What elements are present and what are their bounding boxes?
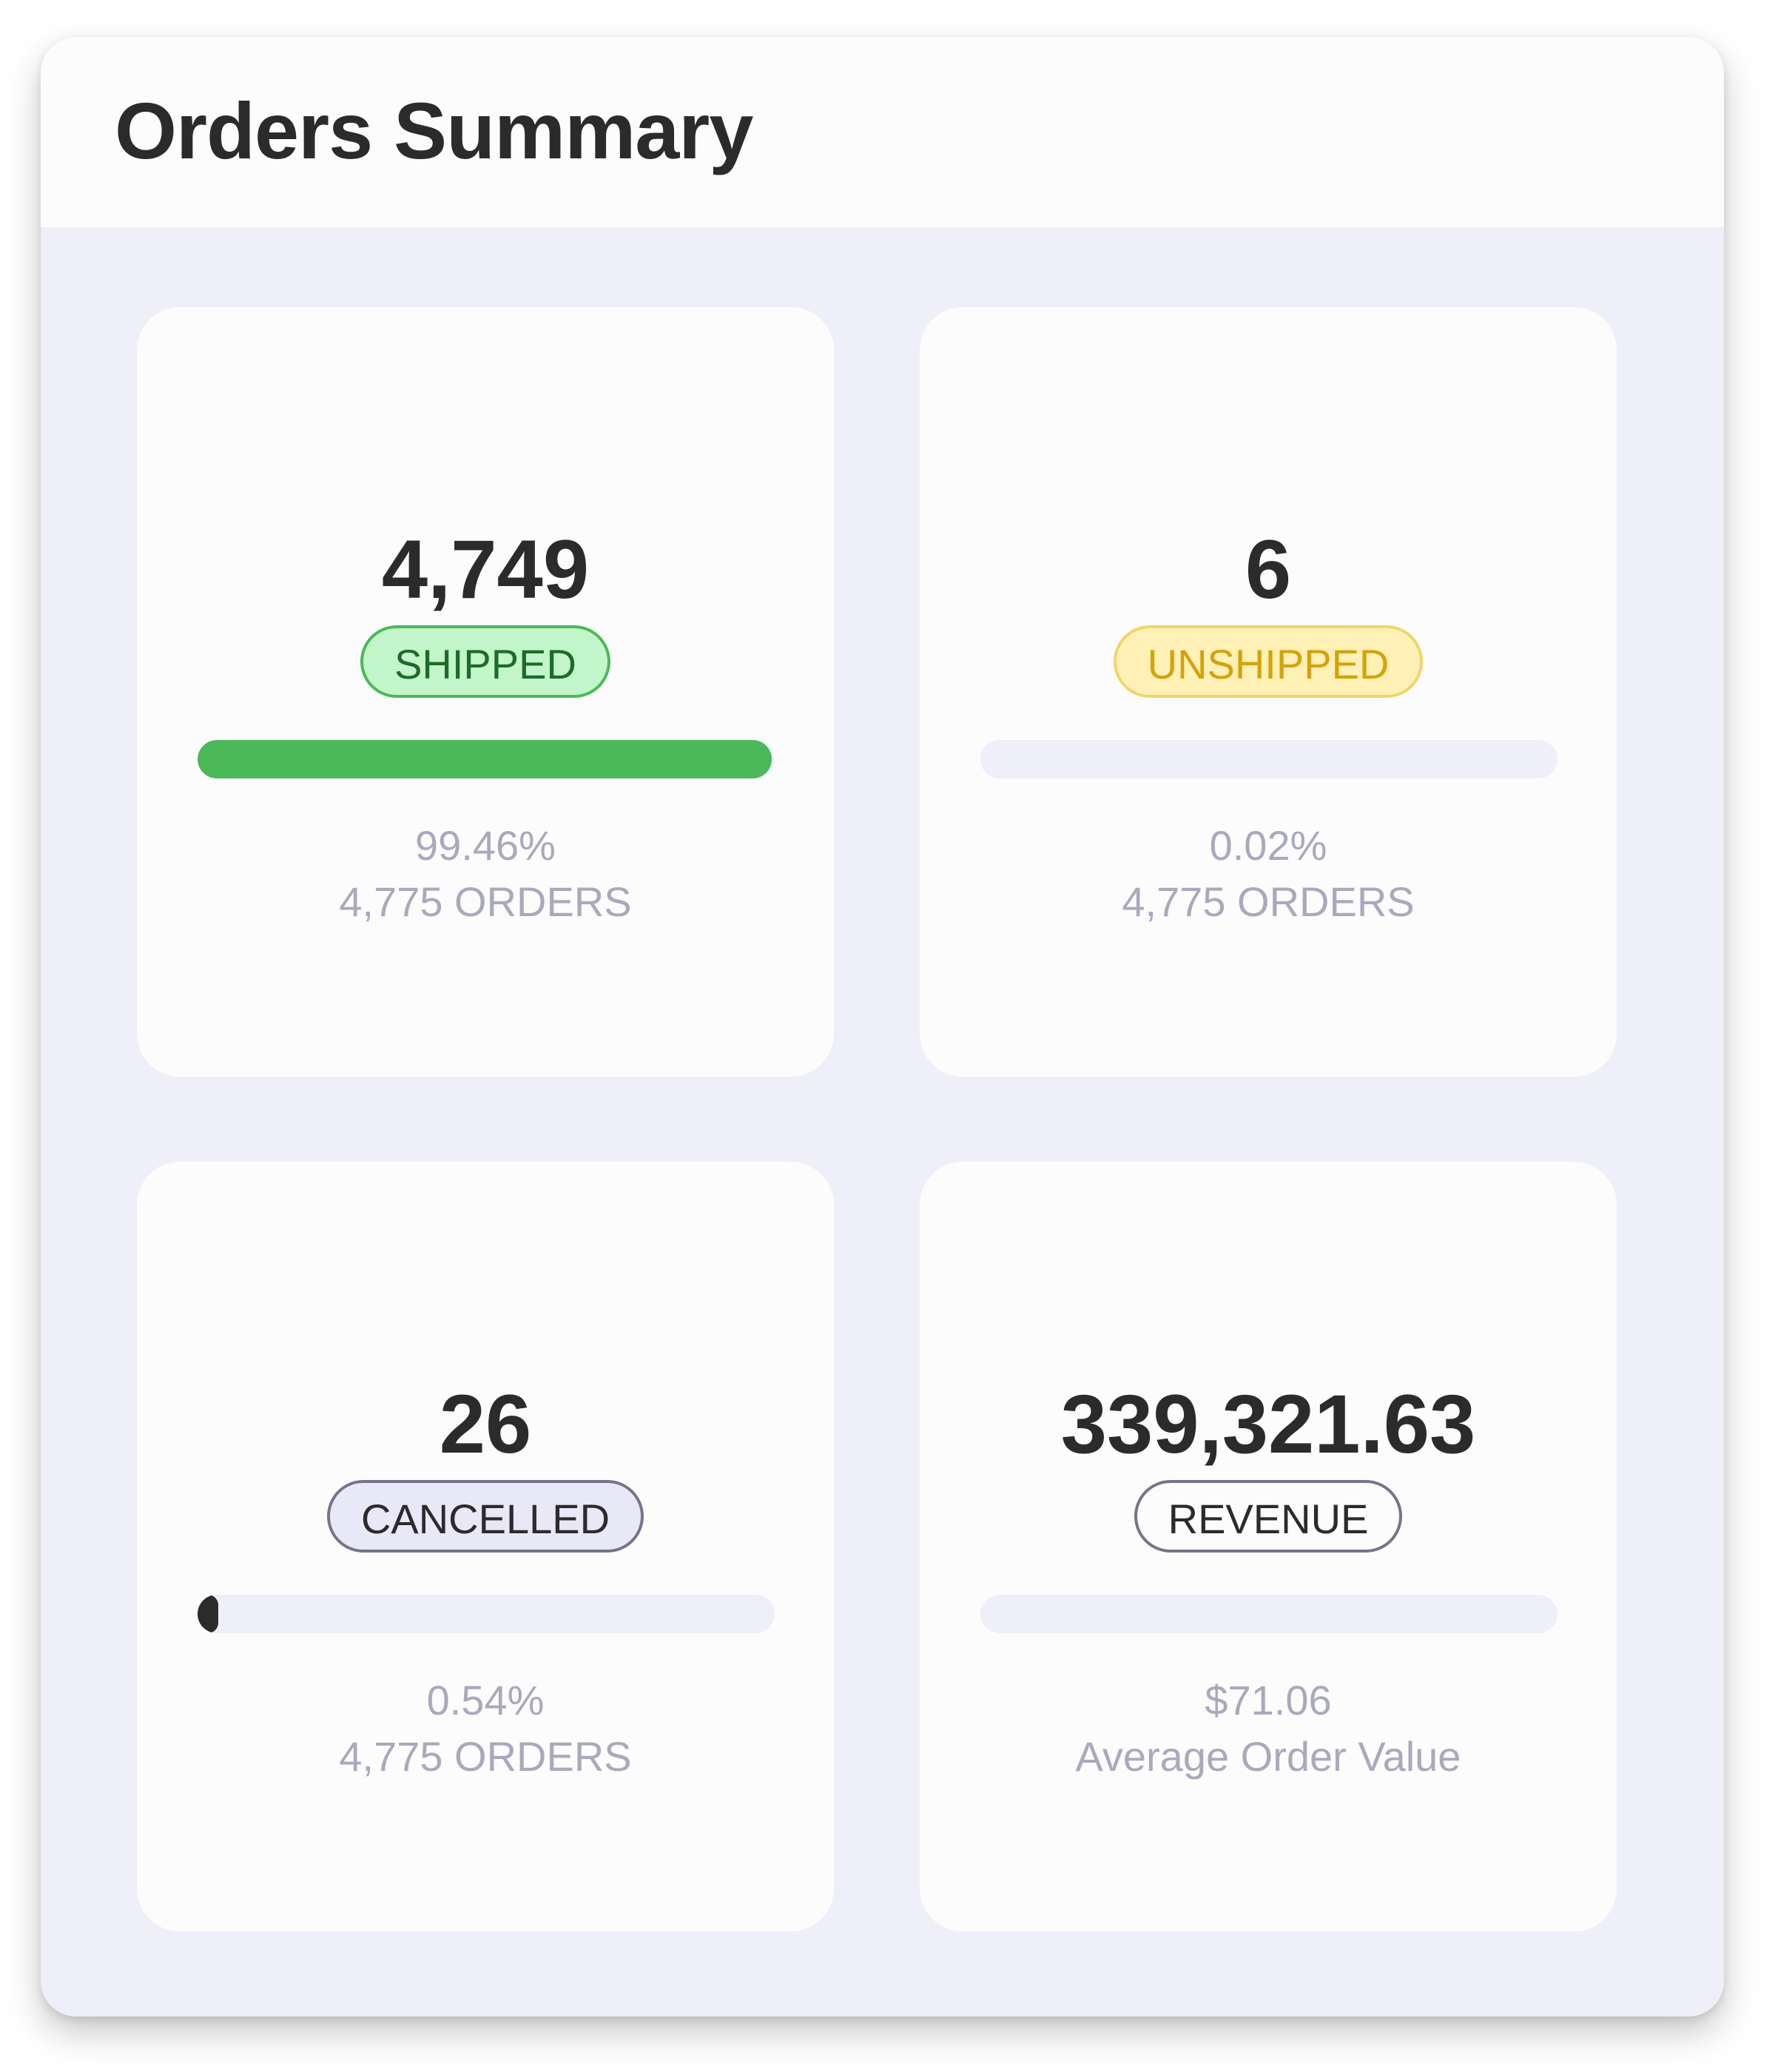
- unshipped-count: 6: [1245, 523, 1292, 616]
- cancelled-percent: 0.54%: [426, 1677, 545, 1723]
- unshipped-card: 6 UNSHIPPED 0.02% 4,775 ORDERS: [920, 307, 1617, 1077]
- shipped-card: 4,749 SHIPPED 99.46% 4,775 ORDERS: [137, 307, 834, 1077]
- orders-summary-panel: Orders Summary 4,749 SHIPPED 99.46% 4,77…: [41, 37, 1724, 2016]
- cancelled-count: 26: [439, 1378, 532, 1470]
- cancelled-progress-fill: [198, 1595, 218, 1633]
- revenue-card: 339,321.63 REVENUE $71.06 Average Order …: [920, 1162, 1617, 1931]
- cancelled-total-orders: 4,775 ORDERS: [339, 1733, 632, 1780]
- shipped-badge: SHIPPED: [360, 625, 610, 698]
- shipped-percent: 99.46%: [415, 822, 556, 869]
- cancelled-card: 26 CANCELLED 0.54% 4,775 ORDERS: [137, 1162, 834, 1931]
- unshipped-progress-bar: [980, 740, 1558, 778]
- revenue-badge: REVENUE: [1134, 1480, 1403, 1553]
- panel-title: Orders Summary: [115, 86, 753, 175]
- revenue-progress-bar: [980, 1595, 1558, 1633]
- shipped-progress-bar: [198, 740, 775, 778]
- panel-header: Orders Summary: [41, 37, 1724, 227]
- unshipped-badge: UNSHIPPED: [1113, 625, 1424, 698]
- shipped-progress-fill: [198, 740, 772, 778]
- unshipped-percent: 0.02%: [1209, 822, 1327, 869]
- average-order-value-label: Average Order Value: [1075, 1733, 1461, 1780]
- unshipped-total-orders: 4,775 ORDERS: [1122, 878, 1415, 925]
- revenue-amount: 339,321.63: [1060, 1378, 1476, 1470]
- average-order-value: $71.06: [1205, 1677, 1332, 1723]
- cancelled-badge: CANCELLED: [326, 1480, 644, 1553]
- shipped-count: 4,749: [381, 523, 590, 616]
- cancelled-progress-bar: [198, 1595, 775, 1633]
- shipped-total-orders: 4,775 ORDERS: [339, 878, 632, 925]
